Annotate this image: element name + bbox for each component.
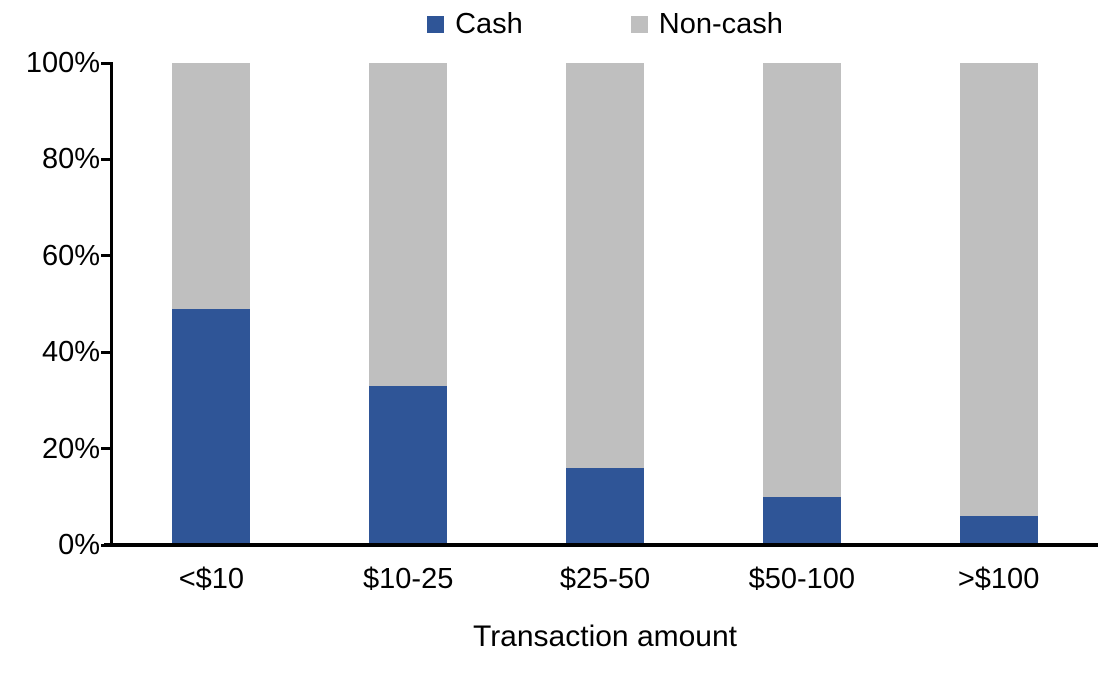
bar-cash-segment <box>369 385 448 545</box>
bar-cash-segment <box>959 516 1038 545</box>
y-axis-tick-label: 100% <box>25 47 100 79</box>
y-axis-tick-label: 80% <box>41 143 100 176</box>
y-axis-line <box>110 62 113 547</box>
y-axis-tick-label: 60% <box>41 239 100 272</box>
bar-noncash-segment <box>959 63 1038 517</box>
bar-cash-segment <box>762 496 841 545</box>
cash-swatch-icon <box>427 16 445 33</box>
plot-area: 0% 20% 40% 60% 80% 100% <$10 $10-25 $25-50 $50-10… <box>26 49 1097 594</box>
y-axis-tick <box>101 350 113 354</box>
y-axis-tick-label: 40% <box>41 336 100 369</box>
bar-column-1 <box>172 63 251 545</box>
y-axis-tick <box>101 254 113 258</box>
bar-column-5 <box>959 63 1038 545</box>
legend-label-cash: Cash <box>455 8 523 40</box>
bar-noncash-segment <box>762 63 841 497</box>
noncash-swatch-icon <box>630 16 648 33</box>
bar-column-2 <box>369 63 448 545</box>
legend: Cash Non-cash <box>113 10 1097 39</box>
bar-noncash-segment <box>369 63 448 386</box>
legend-item-cash: Cash <box>427 10 523 39</box>
legend-label-noncash: Non-cash <box>658 8 783 40</box>
x-axis-category-label: $50-100 <box>748 563 856 595</box>
y-axis-tick <box>101 447 113 451</box>
x-axis-title: Transaction amount <box>472 620 738 653</box>
x-axis-category-label: $10-25 <box>363 563 454 595</box>
bar-column-4 <box>762 63 841 545</box>
y-axis-tick <box>101 157 113 161</box>
bar-noncash-segment <box>172 63 251 309</box>
bar-noncash-segment <box>566 63 644 468</box>
y-axis-tick <box>101 61 113 65</box>
legend-item-noncash: Non-cash <box>630 8 783 40</box>
x-axis-line <box>104 543 1098 547</box>
x-axis-category-label: $25-50 <box>559 563 651 595</box>
bar-cash-segment <box>566 467 644 545</box>
y-axis-tick-label: 20% <box>41 432 100 465</box>
x-axis-category-label: <$10 <box>178 563 245 595</box>
bar-cash-segment <box>172 308 251 545</box>
x-axis-category-label: >$100 <box>957 563 1040 595</box>
bar-column-3 <box>566 63 644 545</box>
y-axis-tick-label: 0% <box>58 529 100 561</box>
